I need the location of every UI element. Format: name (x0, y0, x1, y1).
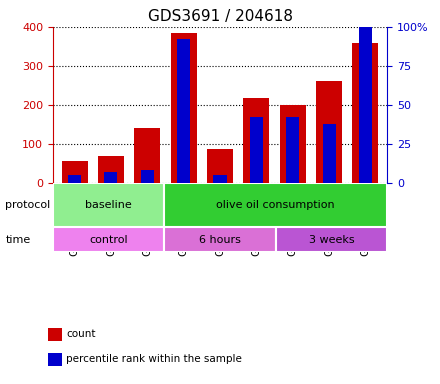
FancyBboxPatch shape (164, 183, 387, 227)
Bar (243, 98, 269, 183)
Text: 3 weeks: 3 weeks (308, 235, 354, 245)
Bar (213, 175, 227, 183)
Bar (98, 156, 124, 183)
Text: 6 hours: 6 hours (199, 235, 241, 245)
Bar (250, 118, 263, 183)
Title: GDS3691 / 204618: GDS3691 / 204618 (147, 9, 293, 24)
Text: protocol: protocol (5, 200, 51, 210)
Bar (62, 161, 88, 183)
Text: olive oil consumption: olive oil consumption (216, 200, 335, 210)
Bar (141, 170, 154, 183)
FancyBboxPatch shape (276, 227, 387, 252)
Text: control: control (89, 235, 128, 245)
FancyBboxPatch shape (53, 183, 164, 227)
Bar (352, 43, 378, 183)
Bar (207, 149, 233, 183)
Bar (279, 105, 306, 183)
Bar (68, 175, 81, 183)
Text: time: time (5, 235, 30, 245)
Bar (316, 81, 342, 183)
Bar (323, 124, 336, 183)
FancyBboxPatch shape (53, 227, 164, 252)
Text: percentile rank within the sample: percentile rank within the sample (66, 354, 242, 364)
Bar (171, 33, 197, 183)
Bar (177, 40, 190, 183)
Bar (359, 19, 372, 183)
Text: count: count (66, 329, 95, 339)
Bar (286, 118, 299, 183)
Text: baseline: baseline (85, 200, 132, 210)
Bar (134, 128, 161, 183)
FancyBboxPatch shape (164, 227, 276, 252)
Bar (104, 172, 117, 183)
